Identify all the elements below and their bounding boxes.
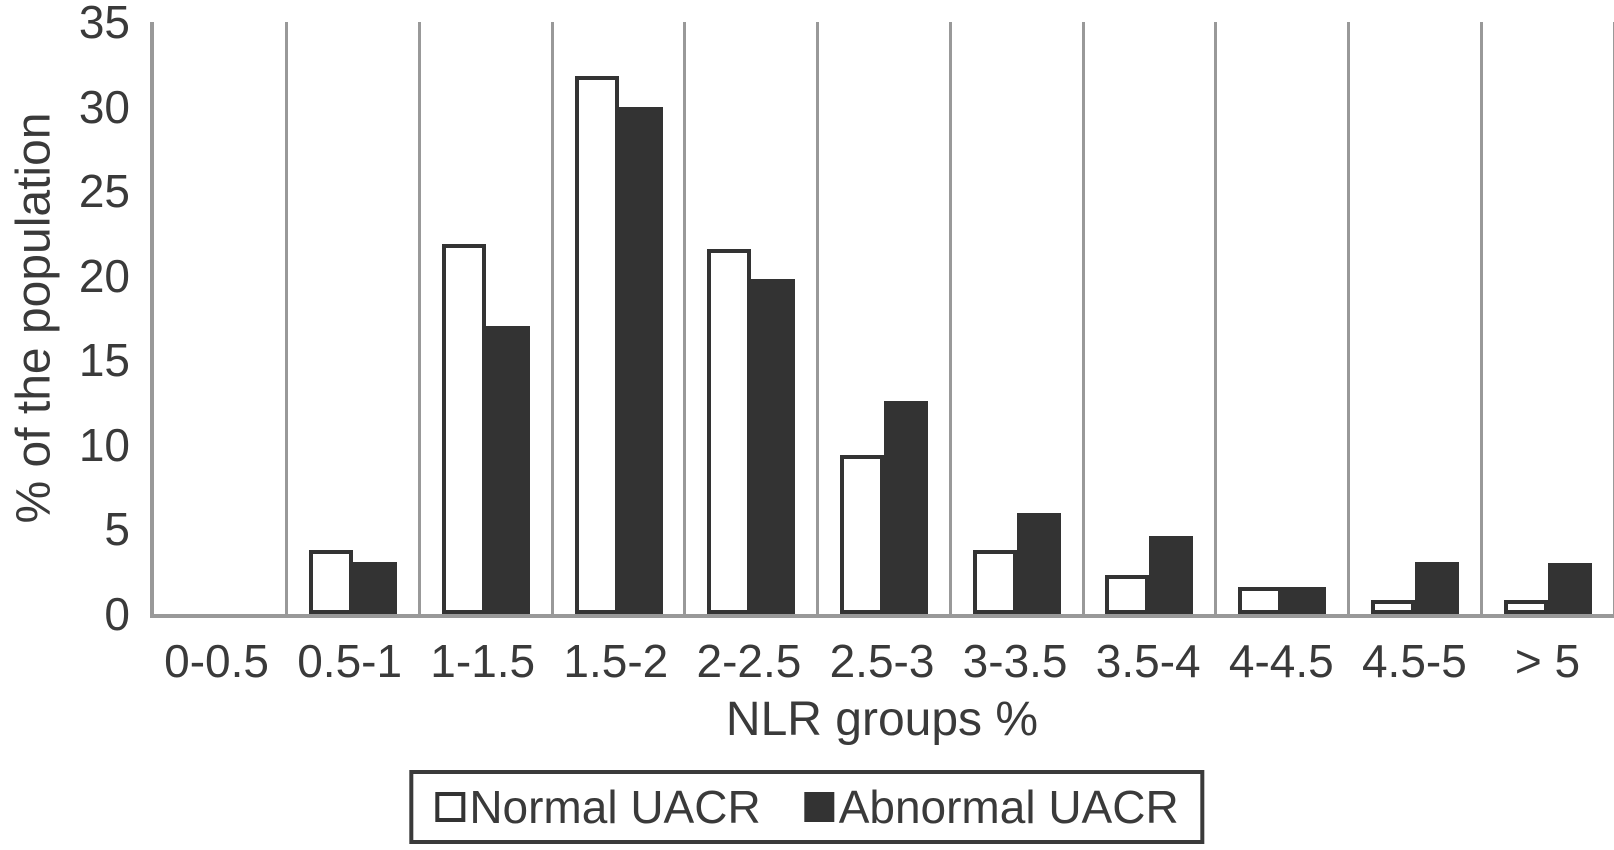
y-axis-tick-labels: 0 5 10 15 20 25 30 35 [0,0,140,640]
bar-abnormal-uacr [485,326,530,614]
bar-normal-uacr [574,76,619,614]
bar-group [818,22,951,614]
bar-normal-uacr [1238,586,1283,614]
legend-item-abnormal-uacr: Abnormal UACR [804,780,1179,834]
x-tick-label: > 5 [1514,635,1581,687]
x-tick-label: 1.5-2 [563,635,669,687]
x-axis-tick-labels: 0-0.5 0.5-1 1-1.5 1.5-2 2-2.5 2.5-3 3-3.5 3.5-4… [150,634,1614,688]
bar-group [287,22,420,614]
y-tick-label: 20 [78,249,130,302]
bar-abnormal-uacr [1282,586,1327,614]
gridline [948,22,952,614]
bar-group [685,22,818,614]
bar-normal-uacr [309,549,354,614]
gridline [1347,22,1351,614]
y-tick-label: 0 [104,588,130,640]
x-axis-title: NLR groups % [725,693,1039,746]
bar-group [552,22,685,614]
y-tick-label: 25 [78,165,130,218]
bar-normal-uacr [972,549,1017,614]
gridline [1214,22,1218,614]
x-tick-label: 3-3.5 [962,635,1068,687]
x-tick-label: 1-1.5 [430,635,536,687]
x-tick-label: 4.5-5 [1361,635,1467,687]
filled-square-swatch-icon [804,792,835,822]
x-tick-label: 4-4.5 [1228,635,1334,687]
bar-group [1083,22,1216,614]
bar-group [419,22,552,614]
bar-group [1216,22,1349,614]
gridline [1081,22,1085,614]
gridline [1479,22,1483,614]
bar-normal-uacr [1370,600,1415,614]
bar-abnormal-uacr [1547,563,1592,614]
bar-normal-uacr [441,243,486,614]
bar-normal-uacr [707,248,752,614]
bar-abnormal-uacr [1149,536,1194,614]
x-tick-label: 2-2.5 [696,635,802,687]
bar-normal-uacr [1105,575,1150,614]
plot-area [150,22,1614,618]
bar-abnormal-uacr [353,561,398,614]
bar-group [1481,22,1614,614]
x-tick-label: 0-0.5 [164,635,269,687]
x-tick-label: 2.5-3 [829,635,935,687]
bar-normal-uacr [839,455,884,614]
x-tick-label: 0.5-1 [297,635,403,687]
y-tick-label: 30 [78,80,130,133]
gridline [1612,22,1614,614]
bar-group [1349,22,1482,614]
legend-item-normal-uacr: Normal UACR [435,780,761,834]
y-tick-label: 10 [78,418,130,471]
bar-group [154,22,287,614]
gridline [550,22,554,614]
bar-abnormal-uacr [883,400,928,614]
bar-normal-uacr [1503,600,1548,614]
x-tick-label: 3.5-4 [1095,635,1201,687]
bar-abnormal-uacr [1414,561,1459,614]
legend: Normal UACR Abnormal UACR [409,770,1205,844]
bar-group [950,22,1083,614]
legend-label-abnormal-uacr: Abnormal UACR [838,781,1179,833]
bar-abnormal-uacr [1016,512,1061,614]
gridline [417,22,421,614]
y-tick-label: 5 [104,503,130,556]
bar-abnormal-uacr [618,106,663,614]
y-tick-label: 15 [78,334,130,387]
outline-square-swatch-icon [435,792,466,822]
y-tick-label: 35 [78,0,130,48]
legend-label-normal-uacr: Normal UACR [469,781,761,833]
gridline [816,22,820,614]
bar-abnormal-uacr [751,279,796,614]
gridline [285,22,289,614]
gridline [683,22,687,614]
